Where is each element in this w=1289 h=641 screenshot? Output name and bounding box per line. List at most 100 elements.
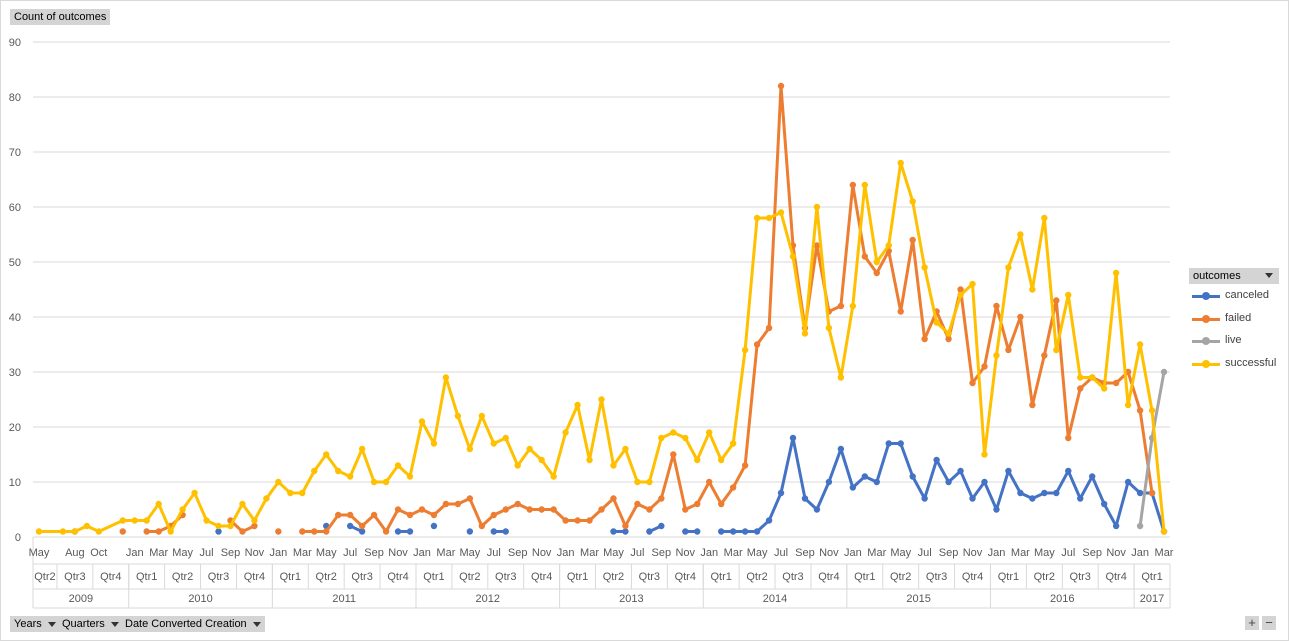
x-tick-label: Sep xyxy=(1082,547,1102,559)
point-canceled xyxy=(358,528,366,535)
x-tick-label: Sep xyxy=(939,547,959,559)
collapse-button[interactable]: − xyxy=(1262,616,1276,630)
point-canceled xyxy=(933,456,940,464)
quarter-label: Qtr1 xyxy=(710,571,731,583)
legend-marker xyxy=(1202,314,1210,323)
point-successful xyxy=(1077,374,1084,381)
legend-field-label: outcomes xyxy=(1193,270,1241,282)
point-successful xyxy=(562,429,569,436)
point-canceled xyxy=(1112,522,1120,530)
point-successful xyxy=(741,346,749,354)
point-successful xyxy=(1041,214,1048,222)
point-canceled xyxy=(1029,495,1036,502)
point-failed xyxy=(1029,401,1036,409)
point-canceled xyxy=(813,506,821,513)
point-failed xyxy=(1136,407,1144,414)
quarter-label: Qtr1 xyxy=(1141,571,1162,583)
point-canceled xyxy=(490,528,497,535)
point-successful xyxy=(945,330,952,337)
point-failed xyxy=(873,269,880,277)
point-canceled xyxy=(646,528,653,535)
x-tick-label: Nov xyxy=(532,547,552,559)
x-tick-label: Jul xyxy=(774,547,788,559)
point-failed xyxy=(861,253,869,260)
dropdown-arrow-icon xyxy=(110,621,119,627)
point-successful xyxy=(1065,291,1072,299)
quarter-label: Qtr1 xyxy=(280,571,301,583)
year-label: 2010 xyxy=(188,593,212,605)
point-failed xyxy=(1017,313,1024,321)
x-tick-label: Sep xyxy=(221,547,241,559)
point-failed xyxy=(394,506,402,513)
point-successful xyxy=(191,489,198,497)
quarter-label: Qtr4 xyxy=(962,571,983,583)
y-tick-label: 40 xyxy=(9,312,21,324)
point-failed xyxy=(562,517,569,524)
point-successful xyxy=(957,291,964,299)
point-canceled xyxy=(717,528,725,535)
legend-item-successful: successful xyxy=(1189,352,1279,375)
point-canceled xyxy=(873,478,880,486)
point-canceled xyxy=(502,528,509,535)
quarter-label: Qtr2 xyxy=(316,571,337,583)
year-label: 2016 xyxy=(1050,593,1074,605)
point-canceled xyxy=(993,506,1000,513)
point-failed xyxy=(682,506,689,513)
legend-item-live: live xyxy=(1189,329,1279,352)
years-field-button[interactable]: Years xyxy=(10,616,60,632)
point-successful xyxy=(1112,269,1120,277)
point-successful xyxy=(981,451,988,458)
point-successful xyxy=(251,517,258,524)
point-successful xyxy=(933,319,940,326)
point-failed xyxy=(478,522,486,530)
point-failed xyxy=(598,506,605,513)
point-successful xyxy=(622,445,629,453)
point-failed xyxy=(765,324,773,332)
quarter-label: Qtr3 xyxy=(351,571,372,583)
date-field-button[interactable]: Date Converted Creation xyxy=(121,616,265,632)
x-tick-label: Mar xyxy=(724,547,743,559)
point-failed xyxy=(1112,379,1120,387)
point-successful xyxy=(694,456,701,464)
quarter-label: Qtr4 xyxy=(675,571,696,583)
point-successful xyxy=(490,440,497,447)
year-label: 2015 xyxy=(906,593,930,605)
x-tick-label: Mar xyxy=(436,547,455,559)
point-canceled xyxy=(777,489,785,497)
point-successful xyxy=(909,198,916,205)
point-canceled xyxy=(945,478,952,486)
point-canceled xyxy=(969,495,976,502)
point-failed xyxy=(610,495,617,502)
point-failed xyxy=(311,528,318,535)
point-successful xyxy=(131,517,138,524)
point-successful xyxy=(287,489,294,497)
point-successful xyxy=(263,495,270,502)
y-tick-label: 90 xyxy=(9,37,21,49)
x-tick-label: Nov xyxy=(963,547,983,559)
quarter-label: Qtr3 xyxy=(782,571,803,583)
point-successful xyxy=(849,302,857,310)
x-tick-label: Jul xyxy=(343,547,357,559)
point-canceled xyxy=(466,528,474,535)
x-tick-label: Mar xyxy=(867,547,886,559)
quarter-label: Qtr2 xyxy=(1034,571,1055,583)
point-failed xyxy=(634,500,641,508)
x-tick-label: May xyxy=(890,547,911,559)
point-successful xyxy=(394,462,402,469)
year-label: 2012 xyxy=(476,593,500,605)
dropdown-arrow-icon xyxy=(1265,273,1273,278)
point-canceled xyxy=(346,522,354,530)
point-failed xyxy=(658,495,665,502)
point-canceled xyxy=(801,495,809,502)
quarter-label: Qtr3 xyxy=(495,571,516,583)
value-field-button[interactable]: Count of outcomes xyxy=(10,9,111,25)
point-successful xyxy=(227,522,234,530)
x-tick-label: Mar xyxy=(1155,547,1174,559)
point-canceled xyxy=(694,528,701,535)
expand-button[interactable]: + xyxy=(1245,616,1259,630)
point-failed xyxy=(706,478,713,486)
legend-field-button[interactable]: outcomes xyxy=(1189,268,1279,284)
point-failed xyxy=(346,511,354,519)
quarters-field-button[interactable]: Quarters xyxy=(58,616,123,632)
point-failed xyxy=(1005,346,1012,354)
